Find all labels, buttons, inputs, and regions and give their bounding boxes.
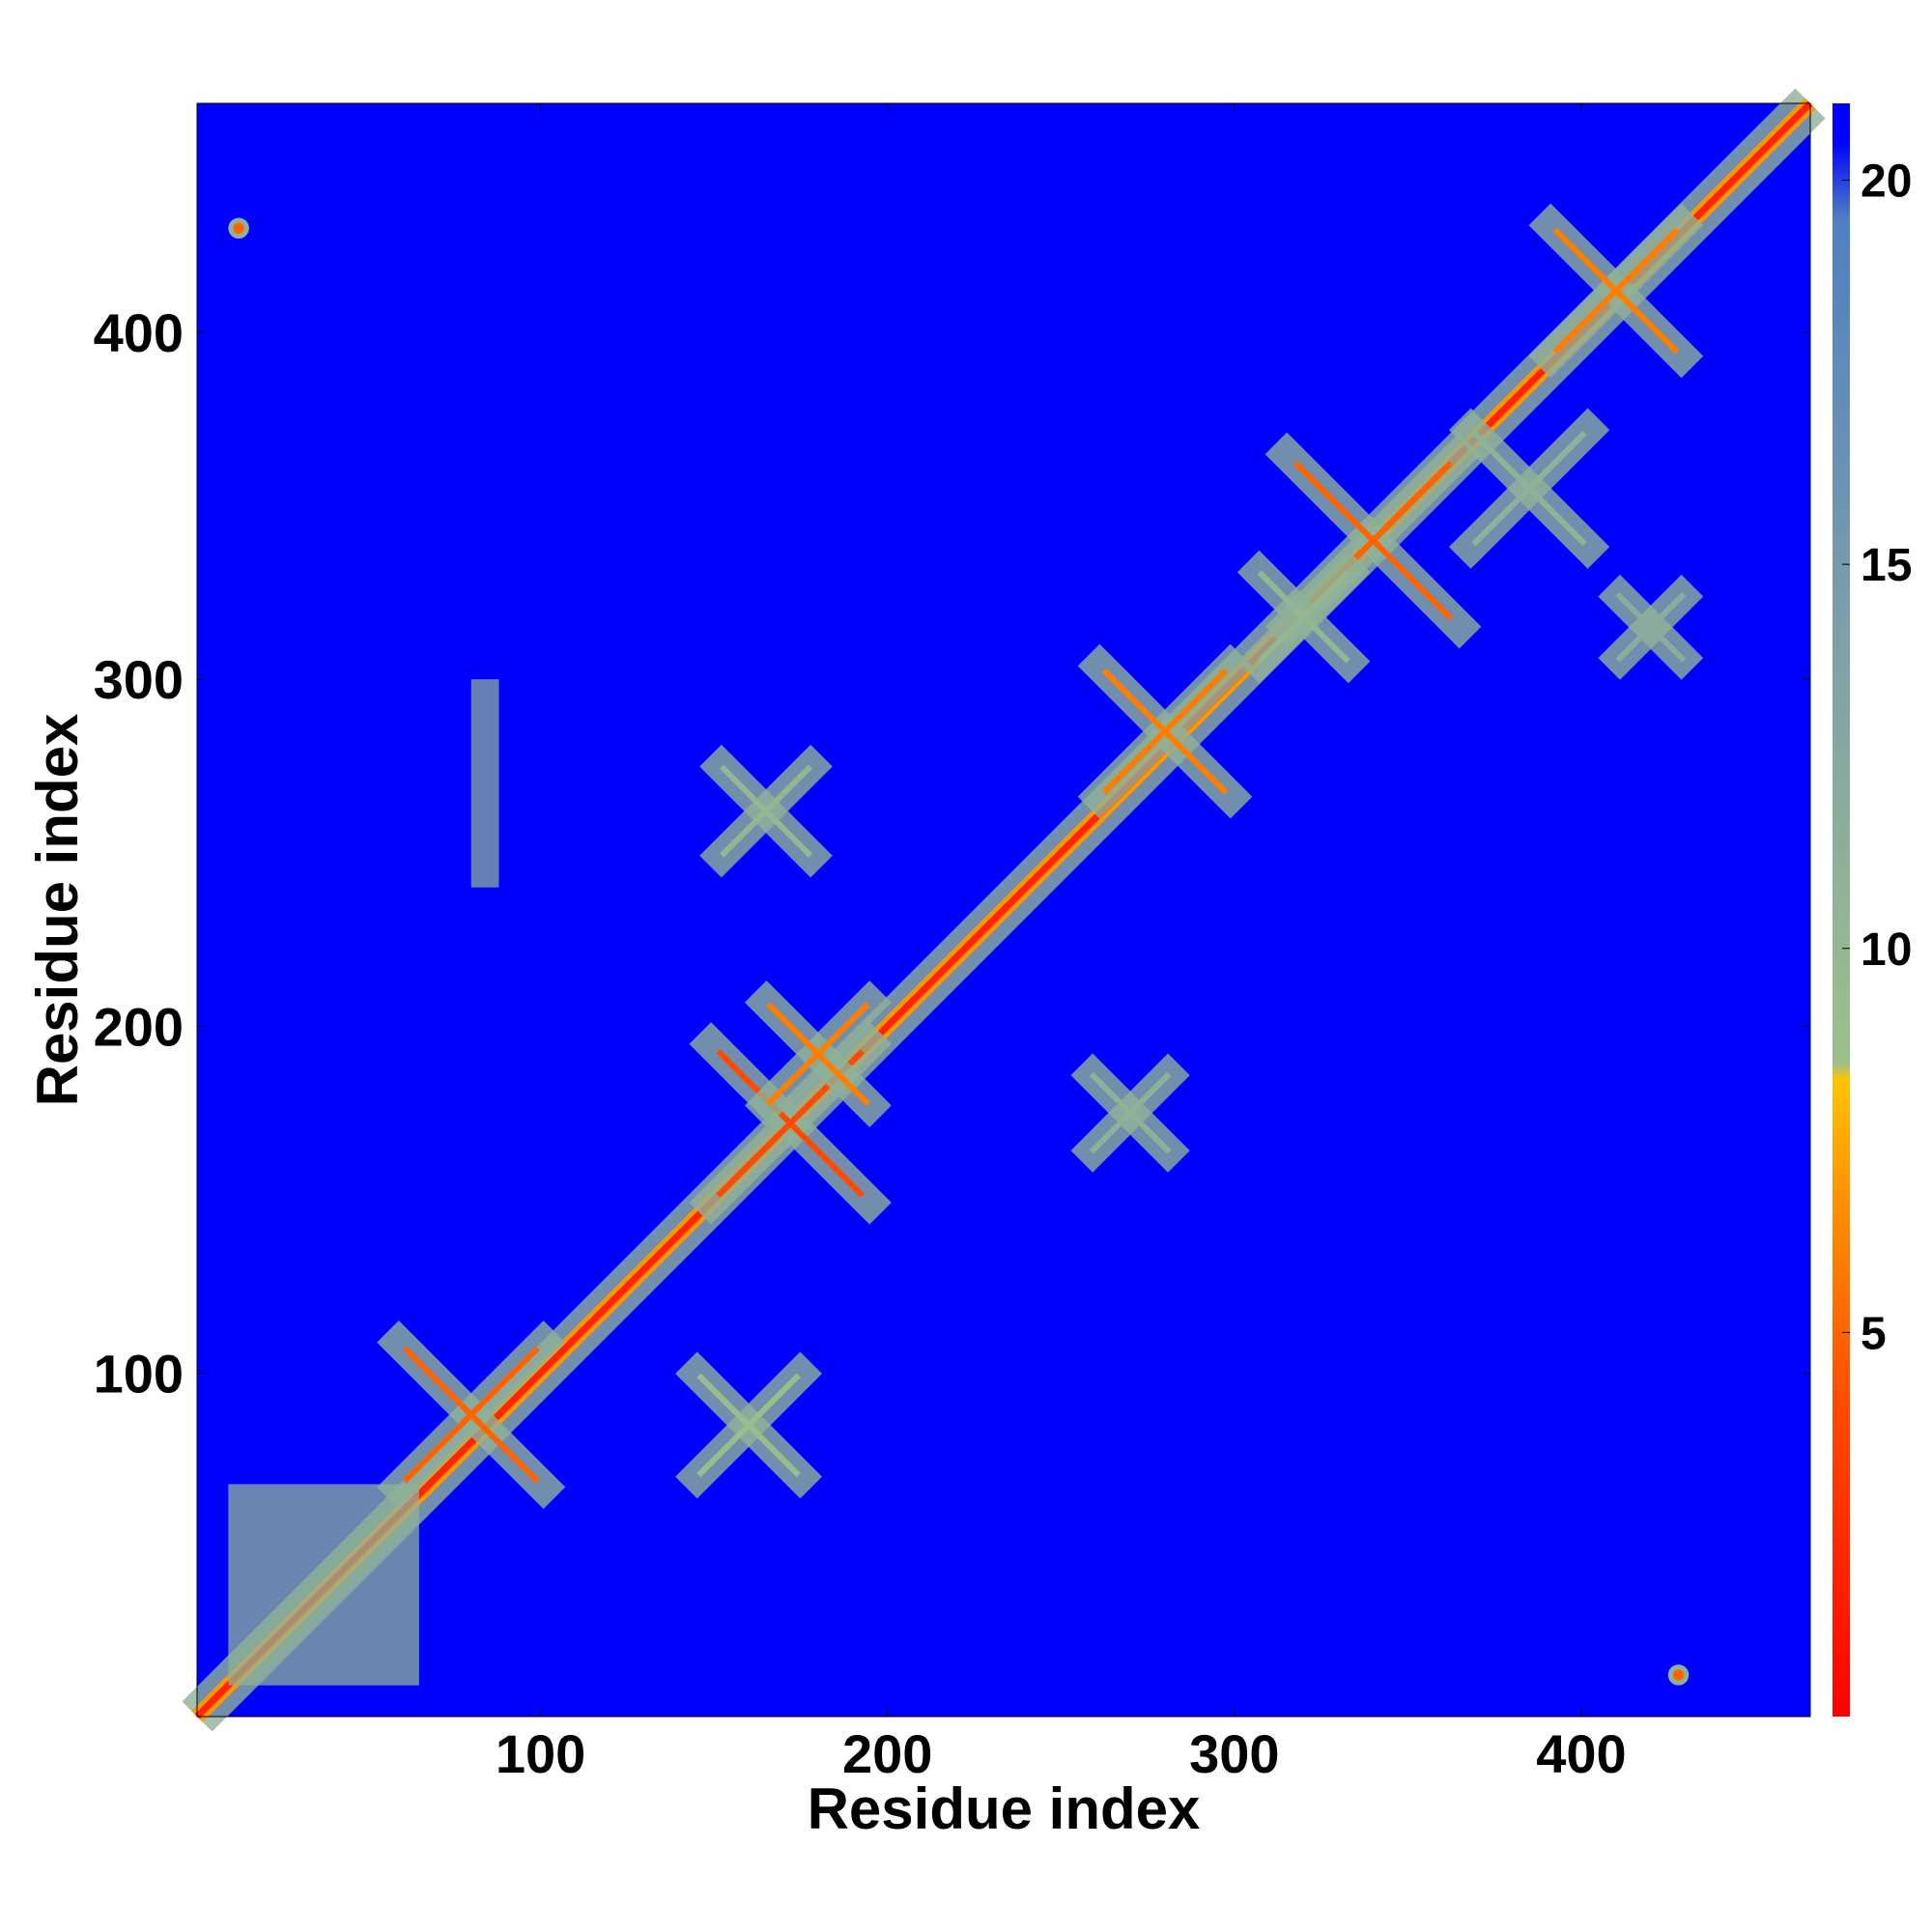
contact-block xyxy=(470,679,499,888)
x-axis-title: Residue index xyxy=(808,1776,1201,1841)
contact-cross-line xyxy=(696,1373,801,1478)
y-tick-label: 200 xyxy=(94,996,184,1057)
contact-cross-line xyxy=(402,1346,540,1484)
colorbar-tick-label: 10 xyxy=(1861,924,1912,976)
y-axis: 100 200 300 400 xyxy=(94,302,1810,1404)
y-axis-title: Residue index xyxy=(25,714,90,1107)
y-tick-label: 100 xyxy=(94,1343,184,1404)
contact-cross-line xyxy=(1089,1071,1172,1154)
contact-cross-line xyxy=(1101,668,1229,795)
contact-block xyxy=(228,1484,419,1686)
contact-cross-line xyxy=(1615,591,1687,663)
x-tick-label: 300 xyxy=(1189,1723,1279,1784)
x-tick-label: 400 xyxy=(1536,1723,1626,1784)
colorbar-tick-label: 15 xyxy=(1861,540,1912,591)
colorbar-tick-label: 5 xyxy=(1861,1308,1887,1359)
contact-cross-line xyxy=(1552,227,1680,355)
contact-spot xyxy=(1672,1669,1685,1681)
y-tick-label: 300 xyxy=(94,649,184,710)
colorbar: 5 10 15 20 xyxy=(1833,103,1912,1717)
contact-spot xyxy=(233,222,244,235)
heatmap xyxy=(182,88,1826,1732)
contact-cross-line xyxy=(719,764,813,858)
x-tick-label: 100 xyxy=(496,1723,585,1784)
colorbar-ticks: 5 10 15 20 xyxy=(1842,156,1912,1359)
y-tick-label: 400 xyxy=(94,302,184,363)
contact-cross-line xyxy=(766,1002,870,1106)
colorbar-bar xyxy=(1833,103,1850,1717)
plot-frame xyxy=(196,102,1811,1718)
heatmap-features xyxy=(182,88,1826,1732)
x-axis: 100 200 300 400 xyxy=(496,103,1627,1784)
x-tick-label: 200 xyxy=(842,1723,932,1784)
contact-cross-line xyxy=(1471,431,1587,547)
diagonal-line xyxy=(194,100,1813,1719)
colorbar-tick-label: 20 xyxy=(1861,156,1912,208)
contact-cross-line xyxy=(1257,570,1350,664)
